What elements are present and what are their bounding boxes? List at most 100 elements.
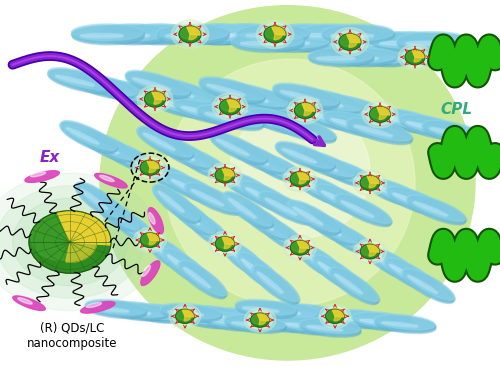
Ellipse shape bbox=[186, 27, 258, 43]
Ellipse shape bbox=[422, 120, 488, 142]
Ellipse shape bbox=[150, 171, 183, 188]
Ellipse shape bbox=[313, 256, 361, 290]
Ellipse shape bbox=[165, 59, 415, 307]
Circle shape bbox=[326, 310, 340, 320]
Ellipse shape bbox=[407, 195, 465, 223]
Ellipse shape bbox=[198, 109, 263, 131]
Ellipse shape bbox=[316, 185, 371, 215]
Ellipse shape bbox=[236, 299, 296, 315]
Ellipse shape bbox=[224, 314, 285, 330]
Text: Ex: Ex bbox=[40, 150, 60, 165]
Polygon shape bbox=[66, 242, 96, 262]
Polygon shape bbox=[229, 107, 237, 112]
Ellipse shape bbox=[260, 224, 288, 243]
Ellipse shape bbox=[387, 186, 445, 213]
Ellipse shape bbox=[302, 250, 330, 270]
Polygon shape bbox=[186, 26, 201, 35]
Ellipse shape bbox=[182, 268, 210, 288]
Circle shape bbox=[265, 27, 280, 39]
Ellipse shape bbox=[226, 200, 254, 220]
Ellipse shape bbox=[328, 102, 366, 112]
Circle shape bbox=[283, 166, 317, 192]
Ellipse shape bbox=[434, 51, 500, 66]
Ellipse shape bbox=[367, 247, 418, 279]
Ellipse shape bbox=[226, 104, 290, 128]
Polygon shape bbox=[334, 316, 341, 321]
Polygon shape bbox=[304, 110, 312, 116]
Ellipse shape bbox=[108, 304, 169, 320]
Ellipse shape bbox=[310, 218, 340, 237]
Ellipse shape bbox=[72, 27, 144, 43]
Ellipse shape bbox=[166, 173, 222, 202]
Ellipse shape bbox=[225, 179, 257, 197]
Ellipse shape bbox=[242, 205, 290, 239]
Ellipse shape bbox=[389, 265, 419, 283]
Ellipse shape bbox=[252, 266, 297, 303]
Ellipse shape bbox=[222, 239, 268, 276]
Circle shape bbox=[12, 198, 128, 286]
Ellipse shape bbox=[212, 26, 284, 42]
Circle shape bbox=[294, 102, 316, 118]
Ellipse shape bbox=[224, 103, 288, 128]
Ellipse shape bbox=[367, 249, 418, 281]
Ellipse shape bbox=[239, 205, 287, 240]
Ellipse shape bbox=[80, 134, 136, 163]
Ellipse shape bbox=[256, 314, 316, 330]
Ellipse shape bbox=[375, 109, 440, 131]
Ellipse shape bbox=[413, 202, 448, 217]
Ellipse shape bbox=[77, 182, 124, 218]
Ellipse shape bbox=[132, 36, 176, 40]
Ellipse shape bbox=[222, 85, 286, 109]
Ellipse shape bbox=[354, 125, 393, 136]
Ellipse shape bbox=[160, 304, 221, 320]
Ellipse shape bbox=[161, 307, 222, 322]
Ellipse shape bbox=[157, 103, 196, 113]
Ellipse shape bbox=[252, 153, 307, 182]
Ellipse shape bbox=[322, 25, 394, 42]
Circle shape bbox=[360, 175, 380, 190]
Ellipse shape bbox=[340, 58, 378, 61]
Ellipse shape bbox=[182, 27, 254, 43]
Ellipse shape bbox=[365, 248, 416, 280]
Ellipse shape bbox=[384, 258, 436, 290]
Ellipse shape bbox=[385, 260, 436, 292]
Ellipse shape bbox=[398, 36, 469, 53]
Ellipse shape bbox=[202, 313, 263, 328]
Ellipse shape bbox=[376, 112, 441, 134]
Ellipse shape bbox=[96, 82, 162, 104]
Circle shape bbox=[360, 244, 380, 259]
Polygon shape bbox=[227, 99, 240, 107]
Ellipse shape bbox=[198, 107, 264, 130]
Ellipse shape bbox=[198, 105, 263, 127]
Ellipse shape bbox=[398, 117, 464, 139]
Ellipse shape bbox=[158, 136, 212, 167]
Ellipse shape bbox=[173, 204, 199, 226]
Ellipse shape bbox=[320, 94, 386, 117]
Ellipse shape bbox=[404, 270, 456, 302]
Ellipse shape bbox=[85, 302, 146, 317]
Ellipse shape bbox=[236, 149, 268, 166]
Ellipse shape bbox=[220, 36, 263, 40]
Ellipse shape bbox=[284, 325, 320, 330]
Ellipse shape bbox=[363, 56, 402, 60]
Circle shape bbox=[402, 47, 428, 67]
Ellipse shape bbox=[284, 34, 356, 51]
Ellipse shape bbox=[249, 153, 304, 183]
Ellipse shape bbox=[208, 24, 281, 41]
Ellipse shape bbox=[72, 25, 144, 42]
Ellipse shape bbox=[224, 85, 288, 108]
Circle shape bbox=[287, 97, 323, 124]
Ellipse shape bbox=[342, 200, 374, 217]
Ellipse shape bbox=[168, 174, 222, 204]
Ellipse shape bbox=[204, 310, 264, 326]
Ellipse shape bbox=[93, 197, 140, 232]
Ellipse shape bbox=[235, 301, 296, 316]
Ellipse shape bbox=[259, 216, 307, 251]
Ellipse shape bbox=[210, 133, 266, 163]
Ellipse shape bbox=[240, 184, 294, 215]
Ellipse shape bbox=[152, 242, 178, 263]
Ellipse shape bbox=[166, 34, 208, 37]
Ellipse shape bbox=[228, 199, 256, 219]
Ellipse shape bbox=[316, 58, 355, 61]
Polygon shape bbox=[224, 175, 232, 180]
